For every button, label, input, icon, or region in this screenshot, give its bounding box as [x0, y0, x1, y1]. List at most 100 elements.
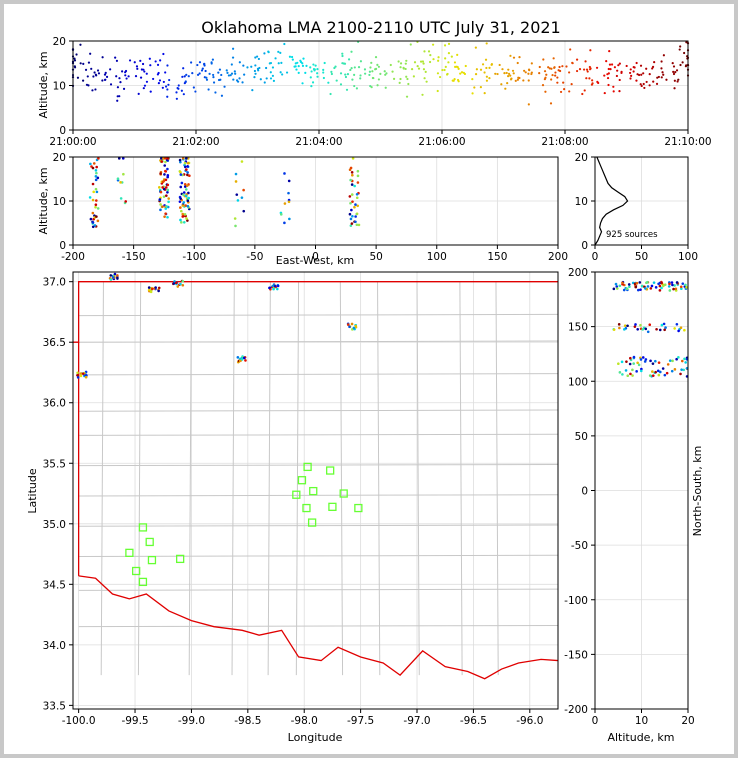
- lightning-source-point: [163, 215, 166, 218]
- lma-station-marker: [326, 466, 335, 475]
- lightning-source-point: [174, 281, 178, 285]
- time-altitude-ylabel: Altitude, km: [37, 51, 50, 118]
- map-ytick-label: 34.0: [43, 640, 66, 652]
- lightning-source-point: [242, 209, 246, 213]
- lightning-source-point: [240, 160, 244, 163]
- lightning-source-point: [339, 72, 343, 75]
- lightning-source-point: [416, 65, 419, 68]
- lightning-source-point: [654, 286, 658, 289]
- lightning-source-point: [615, 74, 618, 78]
- lightning-source-point: [81, 372, 85, 375]
- lightning-source-point: [183, 165, 187, 169]
- lightning-source-point: [646, 285, 650, 288]
- lightning-source-point: [96, 207, 100, 210]
- lightning-source-point: [293, 65, 296, 68]
- lightning-source-point: [256, 55, 259, 58]
- lightning-source-point: [575, 58, 579, 61]
- lightning-source-point: [509, 54, 512, 57]
- lightning-source-point: [522, 79, 525, 82]
- lightning-source-point: [73, 65, 76, 68]
- lightning-source-point: [96, 69, 100, 72]
- lightning-source-point: [680, 287, 683, 291]
- lightning-source-point: [353, 73, 356, 76]
- county-boundary: [267, 281, 271, 676]
- county-boundary: [78, 313, 558, 317]
- lightning-source-point: [181, 212, 185, 216]
- lightning-source-point: [96, 176, 100, 180]
- lightning-source-point: [510, 77, 513, 80]
- lightning-source-point: [679, 63, 682, 67]
- lightning-source-point: [167, 200, 170, 204]
- lightning-source-point: [679, 45, 682, 48]
- lightning-source-point: [405, 95, 409, 98]
- lightning-source-point: [644, 327, 648, 331]
- lightning-source-point: [79, 62, 82, 65]
- lightning-source-point: [369, 66, 372, 69]
- lightning-source-point: [92, 75, 95, 78]
- lightning-source-point: [76, 76, 80, 79]
- lightning-source-point: [76, 373, 79, 377]
- lightning-source-point: [607, 67, 610, 71]
- lightning-source-point: [657, 361, 661, 364]
- lightning-source-point: [591, 79, 594, 82]
- lightning-source-point: [607, 83, 610, 87]
- lightning-source-point: [341, 52, 344, 55]
- lightning-source-point: [464, 64, 467, 68]
- lightning-source-point: [164, 178, 168, 182]
- lightning-source-point: [227, 74, 230, 77]
- lightning-source-point: [662, 73, 665, 76]
- lightning-source-point: [274, 57, 277, 60]
- lightning-source-point: [196, 63, 199, 67]
- lightning-source-point: [236, 199, 240, 202]
- lightning-source-point: [259, 78, 262, 81]
- ns-altitude-ytick-label: -100: [564, 595, 588, 607]
- lightning-source-point: [253, 76, 256, 79]
- lightning-source-point: [672, 65, 676, 68]
- lightning-source-point: [157, 289, 160, 293]
- lightning-source-point: [422, 68, 426, 71]
- lightning-source-point: [436, 89, 439, 93]
- lightning-source-point: [163, 164, 167, 167]
- lightning-source-point: [166, 88, 169, 91]
- lightning-source-point: [200, 69, 204, 72]
- county-boundary: [231, 281, 235, 676]
- lightning-source-point: [283, 172, 286, 175]
- time-altitude-ytick-label: 20: [53, 36, 66, 48]
- lightning-source-point: [95, 171, 98, 175]
- lightning-source-point: [233, 217, 237, 220]
- lightning-source-point: [355, 192, 359, 196]
- lightning-source-point: [346, 323, 350, 326]
- lightning-source-point: [180, 221, 183, 224]
- lightning-source-point: [133, 61, 136, 64]
- lightning-source-point: [625, 64, 628, 68]
- lightning-source-point: [528, 69, 531, 72]
- lightning-source-point: [92, 162, 96, 165]
- lightning-source-point: [545, 73, 548, 76]
- lightning-source-point: [673, 327, 676, 330]
- map-xtick-label: -97.5: [347, 715, 374, 727]
- lightning-source-point: [584, 60, 587, 63]
- lightning-source-point: [351, 214, 354, 218]
- lightning-source-point: [644, 358, 648, 361]
- ew-altitude-ytick-label: 10: [53, 196, 66, 208]
- lightning-source-point: [406, 77, 409, 81]
- lightning-source-point: [660, 286, 663, 290]
- lightning-source-point: [344, 73, 347, 76]
- lightning-source-point: [179, 197, 182, 200]
- lightning-source-point: [316, 67, 319, 71]
- lightning-source-point: [345, 88, 349, 91]
- county-boundary: [100, 281, 104, 676]
- lightning-source-point: [178, 200, 182, 203]
- lightning-source-point: [683, 357, 686, 361]
- lightning-source-point: [73, 57, 76, 60]
- lightning-source-point: [351, 173, 354, 177]
- lightning-source-point: [640, 84, 643, 88]
- histogram-xtick-label: 100: [678, 251, 698, 263]
- lma-station-marker: [307, 518, 317, 527]
- lightning-source-point: [117, 157, 121, 160]
- lightning-source-point: [503, 72, 506, 75]
- lightning-source-point: [603, 74, 606, 77]
- lightning-source-point: [179, 206, 182, 209]
- lma-station-marker: [309, 486, 318, 496]
- lightning-source-point: [263, 52, 266, 55]
